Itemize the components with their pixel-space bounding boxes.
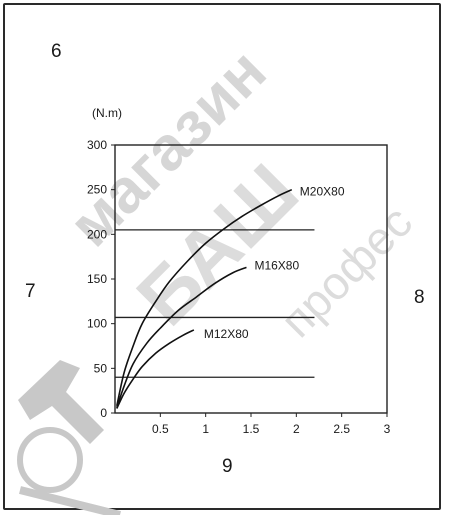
- y-axis-unit-label: (N.m): [92, 106, 122, 120]
- y-tick-label-150: 150: [87, 272, 107, 286]
- y-tick-label-200: 200: [87, 227, 107, 241]
- callout-8: 8: [414, 287, 425, 308]
- series-line-m12x80: [116, 329, 195, 409]
- x-tick-label-2.5: 2.5: [333, 422, 350, 436]
- figure-frame: [3, 3, 441, 510]
- series-label-m12x80: M12X80: [204, 327, 249, 341]
- series-line-m20x80: [116, 188, 293, 407]
- callout-9: 9: [222, 456, 233, 477]
- series-line-m16x80: [116, 266, 247, 408]
- x-tick-label-1: 1: [202, 422, 209, 436]
- y-tick-label-100: 100: [87, 317, 107, 331]
- y-tick-label-0: 0: [100, 406, 107, 420]
- callout-7: 7: [25, 281, 36, 302]
- callout-6: 6: [51, 41, 62, 62]
- x-tick-label-1.5: 1.5: [243, 422, 260, 436]
- y-tick-label-50: 50: [94, 361, 108, 375]
- plot-area-border: [114, 144, 388, 414]
- series-label-m16x80: M16X80: [254, 258, 299, 272]
- x-tick-label-3: 3: [384, 422, 391, 436]
- y-tick-label-300: 300: [87, 138, 107, 152]
- x-tick-label-0.5: 0.5: [152, 422, 169, 436]
- series-label-m20x80: M20X80: [300, 185, 345, 199]
- x-tick-label-2: 2: [293, 422, 300, 436]
- y-tick-label-250: 250: [87, 183, 107, 197]
